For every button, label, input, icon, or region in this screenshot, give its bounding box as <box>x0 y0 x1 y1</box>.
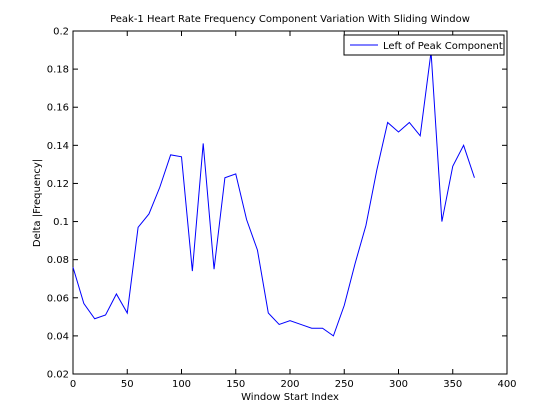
y-tick-label: 0.04 <box>47 331 69 342</box>
y-tick-label: 0.02 <box>47 370 69 381</box>
x-tick-label: 50 <box>121 379 134 390</box>
x-tick-label: 150 <box>226 379 245 390</box>
series-layer <box>72 51 475 337</box>
y-tick-label: 0.12 <box>47 179 69 190</box>
y-tick-label: 0.16 <box>47 103 69 114</box>
legend: Left of Peak Component <box>343 34 505 56</box>
y-tick-label: 0.2 <box>53 27 69 38</box>
y-tick-label: 0.18 <box>47 65 69 76</box>
axis-ticks: 0 50 100 150 200 250 300 350 400 0.02 0.04 0.06 0.08… <box>47 27 517 391</box>
y-tick-label: 0.14 <box>47 141 69 152</box>
legend-box <box>343 34 505 56</box>
x-tick-label: 300 <box>389 379 408 390</box>
x-tick-label: 250 <box>335 379 354 390</box>
x-tick-label: 200 <box>280 379 299 390</box>
y-tick-label: 0.1 <box>53 217 69 228</box>
x-tick-label: 350 <box>443 379 462 390</box>
series-line <box>72 51 475 337</box>
x-axis-label: Window Start Index <box>241 392 339 403</box>
y-tick-label: 0.08 <box>47 255 69 266</box>
y-axis-label: Delta |Frequency| <box>32 159 43 247</box>
x-tick-label: 0 <box>70 379 76 390</box>
chart-title: Peak-1 Heart Rate Frequency Component Va… <box>110 14 470 25</box>
x-tick-label: 400 <box>497 379 516 390</box>
x-tick-label: 100 <box>172 379 191 390</box>
y-tick-label: 0.06 <box>47 293 69 304</box>
legend-entry-label: Left of Peak Component <box>383 41 503 52</box>
plot-area <box>72 30 508 375</box>
